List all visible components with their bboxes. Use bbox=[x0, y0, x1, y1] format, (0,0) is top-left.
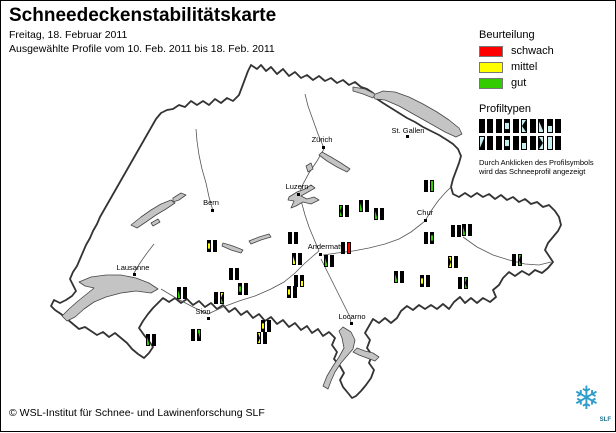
legend-note-line2: wird das Schneeprofil angezeigt bbox=[479, 167, 586, 176]
city-dot bbox=[424, 219, 427, 222]
profile-types-title: Profiltypen bbox=[479, 103, 531, 115]
lake-brienz bbox=[248, 233, 272, 245]
profile-type-icon bbox=[496, 119, 510, 133]
profile-marker[interactable] bbox=[458, 277, 468, 289]
profile-marker[interactable] bbox=[462, 224, 472, 236]
profile-marker[interactable] bbox=[238, 283, 248, 295]
profile-marker[interactable] bbox=[512, 254, 522, 266]
profile-type-icon bbox=[513, 119, 527, 133]
lake-lugano bbox=[352, 347, 380, 362]
legend-note: Durch Anklicken des Profilsymbols wird d… bbox=[479, 158, 611, 176]
map-header: Schneedeckenstabilitätskarte Freitag, 18… bbox=[9, 5, 276, 55]
lake-constance-arm bbox=[352, 86, 376, 99]
city-dot bbox=[297, 193, 300, 196]
profile-marker[interactable] bbox=[146, 334, 156, 346]
profile-type-icon bbox=[530, 119, 544, 133]
profile-marker[interactable] bbox=[394, 271, 404, 283]
lake-neuchatel bbox=[130, 199, 176, 229]
assessment-color-swatch bbox=[479, 77, 503, 89]
subtitle: Ausgewählte Profile vom 10. Feb. 2011 bi… bbox=[9, 43, 275, 55]
city-dot bbox=[322, 146, 325, 149]
profile-type-icons bbox=[479, 119, 571, 150]
profile-type-icon bbox=[496, 136, 510, 150]
profile-marker[interactable] bbox=[191, 329, 201, 341]
city-dot bbox=[133, 273, 136, 276]
profile-type-icon bbox=[479, 119, 493, 133]
slf-logo-text: SLF bbox=[599, 417, 611, 423]
slf-snowflake-logo: ❄ SLF bbox=[571, 379, 611, 425]
profile-marker[interactable] bbox=[229, 268, 239, 280]
city-label: Locarno bbox=[338, 312, 366, 321]
profile-marker[interactable] bbox=[448, 256, 458, 268]
profile-type-icon bbox=[547, 119, 561, 133]
profile-marker[interactable] bbox=[324, 255, 334, 267]
lake-maggiore bbox=[322, 326, 356, 390]
profile-marker[interactable] bbox=[424, 180, 434, 192]
assessment-label: mittel bbox=[511, 61, 538, 73]
profile-marker[interactable] bbox=[261, 320, 271, 332]
city-dot bbox=[350, 322, 353, 325]
city-label: Sion bbox=[195, 307, 211, 316]
city-dot bbox=[406, 135, 409, 138]
lake-lucerne bbox=[287, 184, 320, 209]
lake-murten bbox=[150, 218, 161, 227]
snowflake-icon: ❄ bbox=[573, 380, 600, 416]
profile-marker[interactable] bbox=[207, 240, 217, 252]
profile-marker[interactable] bbox=[424, 232, 434, 244]
profile-type-icon bbox=[530, 136, 544, 150]
city-label: St. Gallen bbox=[391, 126, 425, 135]
lake-thun bbox=[221, 242, 244, 254]
profile-marker[interactable] bbox=[288, 232, 298, 244]
assessment-legend-item: schwach bbox=[479, 45, 611, 57]
legend-note-line1: Durch Anklicken des Profilsymbols bbox=[479, 158, 594, 167]
assessment-legend-item: mittel bbox=[479, 61, 611, 73]
profile-marker[interactable] bbox=[214, 292, 224, 304]
profile-marker[interactable] bbox=[292, 253, 302, 265]
city-label: Bern bbox=[203, 198, 219, 207]
city-dot bbox=[319, 253, 322, 256]
profile-marker[interactable] bbox=[177, 287, 187, 299]
lake-biel bbox=[172, 192, 187, 203]
city-label: Andermatt bbox=[307, 242, 343, 251]
lake-geneva bbox=[61, 274, 159, 322]
city-label: Luzern bbox=[285, 182, 309, 191]
profile-marker[interactable] bbox=[294, 275, 304, 287]
lakes bbox=[61, 86, 463, 390]
profile-marker[interactable] bbox=[451, 225, 461, 237]
date-line: Freitag, 18. Februar 2011 bbox=[9, 29, 128, 41]
page-title: Schneedeckenstabilitätskarte bbox=[9, 5, 277, 26]
city-label: Lausanne bbox=[116, 263, 150, 272]
legend-panel: Beurteilung schwach mittel gut Profiltypen… bbox=[479, 29, 611, 176]
lake-zug bbox=[305, 162, 314, 173]
city-label: Zürich bbox=[311, 135, 333, 144]
profile-marker[interactable] bbox=[359, 200, 369, 212]
profile-marker[interactable] bbox=[341, 242, 351, 254]
assessment-legend-title: Beurteilung bbox=[479, 29, 535, 41]
lake-constance bbox=[372, 90, 463, 138]
profile-marker[interactable] bbox=[257, 332, 267, 344]
profile-type-icon bbox=[513, 136, 527, 150]
assessment-color-swatch bbox=[479, 45, 503, 57]
city-dot bbox=[211, 209, 214, 212]
assessment-color-swatch bbox=[479, 61, 503, 73]
profile-marker[interactable] bbox=[287, 286, 297, 298]
profile-type-icon bbox=[479, 136, 493, 150]
profile-marker[interactable] bbox=[339, 205, 349, 217]
assessment-label: gut bbox=[511, 77, 527, 89]
lake-zurich bbox=[318, 151, 351, 173]
copyright: © WSL-Institut für Schnee- und Lawinenfo… bbox=[9, 407, 265, 419]
assessment-legend: schwach mittel gut bbox=[479, 45, 611, 89]
city-dot bbox=[207, 317, 210, 320]
profile-marker[interactable] bbox=[420, 275, 430, 287]
profile-type-icon bbox=[547, 136, 561, 150]
city-label: Chur bbox=[416, 208, 434, 217]
profile-marker[interactable] bbox=[374, 208, 384, 220]
assessment-legend-item: gut bbox=[479, 77, 611, 89]
assessment-label: schwach bbox=[511, 45, 554, 57]
